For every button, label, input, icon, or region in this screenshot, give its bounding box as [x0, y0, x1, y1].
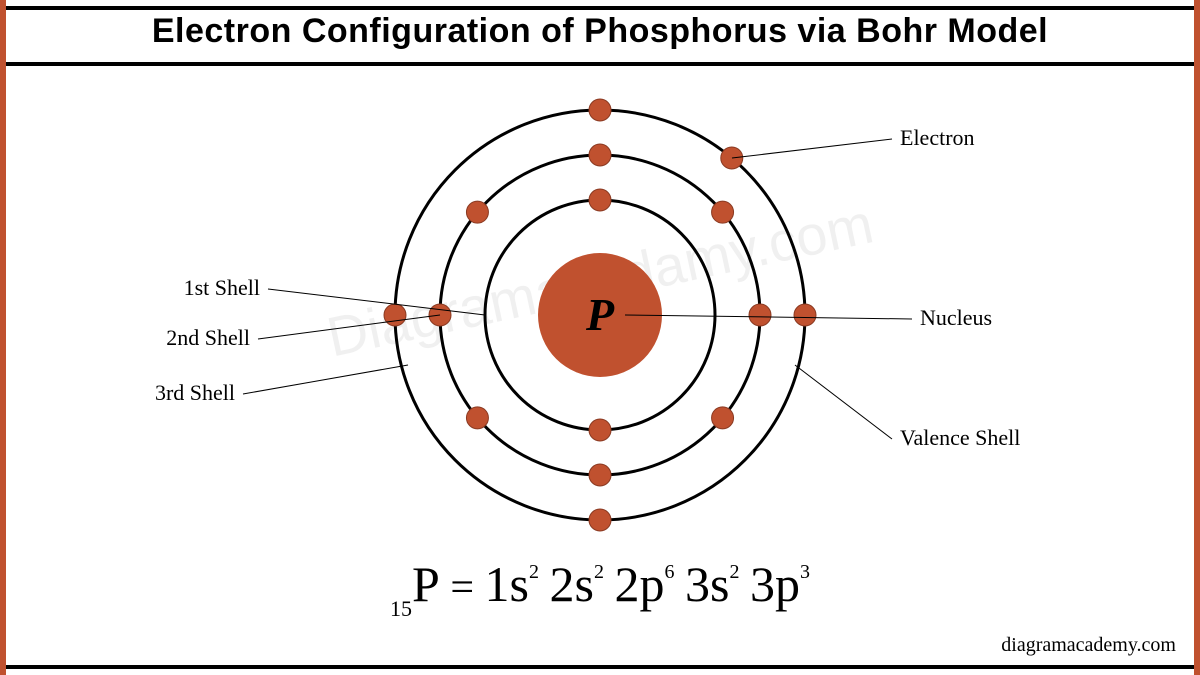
annotation-label: Valence Shell — [900, 425, 1020, 450]
shell-label: 2nd Shell — [166, 325, 250, 350]
shell-label: 3rd Shell — [155, 380, 235, 405]
leader-line — [732, 139, 892, 158]
leader-line — [795, 365, 892, 439]
bottom-rule — [6, 665, 1194, 669]
electron — [384, 304, 406, 326]
annotation-label: Nucleus — [920, 305, 992, 330]
electron — [589, 189, 611, 211]
electron — [589, 419, 611, 441]
electron — [466, 201, 488, 223]
electron — [721, 147, 743, 169]
electron — [712, 407, 734, 429]
electron — [712, 201, 734, 223]
electron — [794, 304, 816, 326]
top-rule-1 — [6, 6, 1194, 10]
leader-line — [268, 289, 485, 315]
electron-configuration-formula: 15P = 1s2 2s2 2p6 3s2 3p3 — [0, 555, 1200, 616]
electron — [466, 407, 488, 429]
leader-line — [258, 315, 440, 339]
page-title: Electron Configuration of Phosphorus via… — [0, 12, 1200, 51]
bohr-diagram: P 1st Shell 2nd Shell 3rd Shell Electron Nucl… — [0, 70, 1200, 550]
electron — [589, 464, 611, 486]
electron — [589, 99, 611, 121]
electron — [589, 144, 611, 166]
leader-line — [243, 365, 408, 394]
credit-text: diagramacademy.com — [1001, 634, 1176, 657]
electron — [749, 304, 771, 326]
electron — [589, 509, 611, 531]
top-rule-2 — [6, 62, 1194, 66]
shell-label: 1st Shell — [184, 275, 260, 300]
annotation-label: Electron — [900, 125, 975, 150]
nucleus-label: P — [585, 289, 615, 340]
